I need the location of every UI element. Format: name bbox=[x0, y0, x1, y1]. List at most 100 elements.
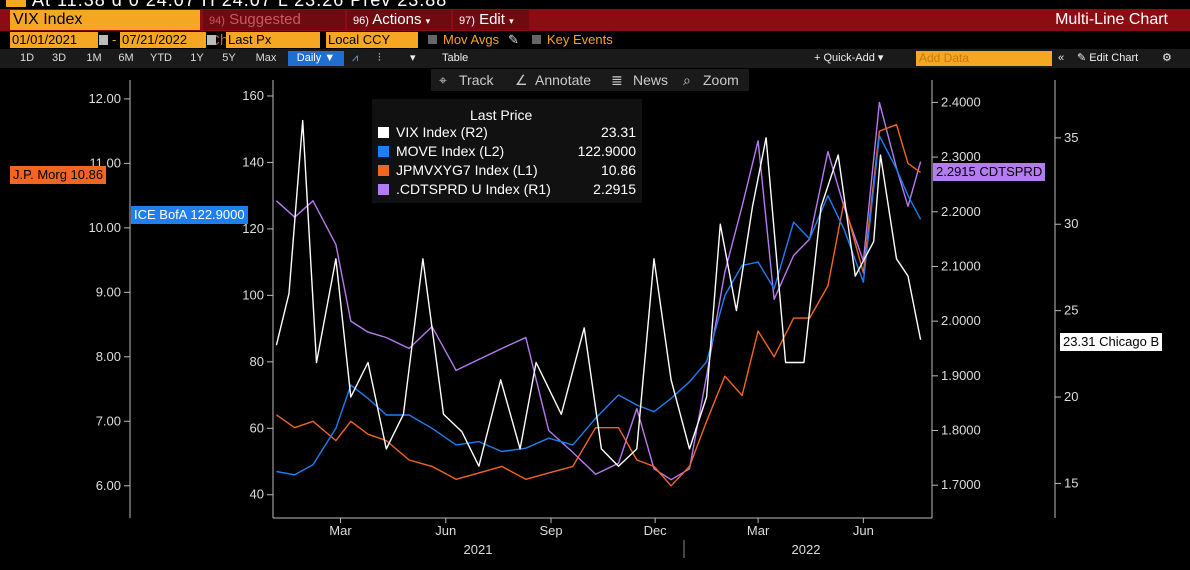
edit-menu-number: 97) bbox=[459, 15, 475, 27]
axis-tick-label: 2.1000 bbox=[941, 258, 981, 273]
cdtsprd-last-value-label: 2.2915 CDTSPRD bbox=[933, 163, 1046, 181]
legend-entry-move[interactable]: MOVE Index (L2) 122.9000 bbox=[378, 142, 640, 160]
zoom-icon[interactable]: ⌕ bbox=[683, 72, 691, 88]
move-last-value-label: ICE BofA 122.9000 bbox=[131, 206, 248, 224]
legend-entry-cdtsprd[interactable]: .CDTSPRD U Index (R1) 2.2915 bbox=[378, 180, 640, 198]
series-line-move-index bbox=[276, 135, 922, 476]
jpm-last-value-label: J.P. Morg 10.86 bbox=[10, 166, 107, 184]
gear-icon[interactable]: ⚙ bbox=[1162, 52, 1172, 64]
axis-tick-label: 1.7000 bbox=[941, 477, 981, 492]
period-1m-button[interactable]: 1M bbox=[86, 52, 102, 64]
end-date-field[interactable]: 07/21/2022 bbox=[120, 32, 206, 48]
legend-name: JPMVXYG7 Index (L1) bbox=[396, 162, 538, 178]
axis-tick-label: 1.8000 bbox=[941, 423, 981, 438]
x-tick-label: Mar bbox=[747, 523, 770, 538]
actions-menu[interactable]: 96) Actions ▾ bbox=[347, 10, 451, 30]
period-bar: 1D 3D 1M 6M YTD 1Y 5Y Max Daily ▼ ⩘ ⫶ ▾ … bbox=[0, 49, 1190, 68]
axis-tick-label: 100 bbox=[242, 287, 264, 302]
period-ytd-button[interactable]: YTD bbox=[150, 52, 172, 64]
quick-add-button[interactable]: + Quick-Add ▾ bbox=[814, 52, 884, 64]
axis-tick-label: 2.0000 bbox=[941, 313, 981, 328]
chevron-down-icon[interactable]: ▾ bbox=[410, 52, 416, 64]
add-data-input[interactable]: Add Data bbox=[916, 51, 1052, 66]
axis-tick-label: 6.00 bbox=[96, 478, 121, 493]
edit-menu-label: Edit bbox=[479, 11, 505, 28]
period-6m-button[interactable]: 6M bbox=[118, 52, 134, 64]
period-1d-button[interactable]: 1D bbox=[19, 52, 35, 64]
legend-swatch bbox=[378, 165, 389, 176]
legend-value: 2.2915 bbox=[593, 181, 636, 197]
legend-name: .CDTSPRD U Index (R1) bbox=[396, 181, 551, 197]
axis-tick-label: 2.2000 bbox=[941, 204, 981, 219]
x-tick-label: Mar bbox=[329, 523, 352, 538]
ticker-strip: At 11:38 d 0 24.07 H 24.07 L 23.26 Prev … bbox=[0, 0, 1190, 9]
annotate-button[interactable]: Annotate bbox=[535, 72, 592, 88]
axis-tick-label: 35 bbox=[1064, 130, 1078, 145]
axis-tick-label: 2.3000 bbox=[941, 149, 981, 164]
edit-chart-label: Edit Chart bbox=[1089, 52, 1139, 64]
calendar-icon[interactable] bbox=[207, 35, 216, 45]
x-tick-label: Sep bbox=[539, 523, 562, 538]
period-1y-button[interactable]: 1Y bbox=[190, 52, 204, 64]
edit-menu[interactable]: 97) Edit ▾ bbox=[453, 10, 529, 30]
pencil-icon[interactable]: ✎ bbox=[508, 32, 519, 47]
legend-value: 122.9000 bbox=[577, 143, 636, 159]
zoom-button[interactable]: Zoom bbox=[703, 72, 739, 88]
actions-menu-label: Actions bbox=[372, 11, 422, 28]
mov-avgs-label: Mov Avgs bbox=[443, 32, 500, 47]
news-icon[interactable]: ≣ bbox=[611, 72, 623, 88]
key-events-label: Key Events bbox=[547, 32, 613, 47]
legend-title: Last Price bbox=[470, 107, 533, 123]
calendar-icon[interactable] bbox=[99, 35, 108, 45]
axis-tick-label: 120 bbox=[242, 221, 264, 236]
legend-swatch bbox=[378, 146, 389, 157]
period-5y-button[interactable]: 5Y bbox=[222, 52, 236, 64]
candle-chart-icon[interactable]: ⫶ bbox=[378, 52, 381, 64]
axis-tick-label: 10.00 bbox=[88, 220, 121, 235]
line-chart-icon[interactable]: ⩘ bbox=[352, 52, 359, 64]
axis-tick-label: 9.00 bbox=[96, 284, 121, 299]
collapse-icon[interactable]: « bbox=[1058, 52, 1065, 64]
axis-tick-label: 40 bbox=[250, 487, 264, 502]
axis-tick-label: 8.00 bbox=[96, 349, 121, 364]
frequency-select[interactable]: Daily ▼ bbox=[288, 51, 344, 66]
annotate-icon[interactable]: ∠ bbox=[515, 72, 528, 88]
legend-entry-vix[interactable]: VIX Index (R2) 23.31 bbox=[378, 123, 640, 141]
vix-last-value-label: 23.31 Chicago B bbox=[1060, 333, 1163, 351]
table-button[interactable]: Table bbox=[442, 52, 469, 64]
legend-swatch bbox=[378, 184, 389, 195]
key-events-checkbox[interactable] bbox=[532, 35, 541, 44]
period-max-button[interactable]: Max bbox=[255, 52, 277, 64]
axis-tick-label: 60 bbox=[250, 420, 264, 435]
legend-value: 10.86 bbox=[600, 162, 636, 178]
axis-tick-label: 12.00 bbox=[88, 91, 121, 106]
axis-tick-label: 20 bbox=[1064, 389, 1078, 404]
axis-tick-label: 2.4000 bbox=[941, 94, 981, 109]
price-field-select[interactable]: Last Px bbox=[226, 32, 320, 48]
news-button[interactable]: News bbox=[633, 72, 669, 88]
chart-title: Multi-Line Chart bbox=[1055, 11, 1168, 28]
start-date-field[interactable]: 01/01/2021 bbox=[10, 32, 98, 48]
bloomberg-logo-icon bbox=[6, 0, 26, 7]
chart-legend: Last Price VIX Index (R2) 23.31 MOVE Ind… bbox=[372, 99, 642, 203]
date-separator: - bbox=[112, 32, 117, 47]
chevron-down-icon: ▾ bbox=[425, 16, 431, 26]
chart-toolbar: ⌖ Track ∠ Annotate ≣ News ⌕ Zoom bbox=[431, 69, 749, 91]
series-line-jpmvxyg7-index bbox=[275, 123, 922, 487]
track-button[interactable]: Track bbox=[459, 72, 494, 88]
axis-tick-label: 1.9000 bbox=[941, 368, 981, 383]
axis-tick-label: 30 bbox=[1064, 216, 1078, 231]
axis-tick-label: 25 bbox=[1064, 303, 1078, 318]
crosshair-icon[interactable]: ⌖ bbox=[439, 72, 447, 88]
mov-avgs-checkbox[interactable] bbox=[428, 35, 437, 44]
currency-select[interactable]: Local CCY bbox=[326, 32, 418, 48]
axis-tick-label: 7.00 bbox=[96, 413, 121, 428]
x-tick-label: Dec bbox=[644, 523, 668, 538]
x-tick-label: Jun bbox=[853, 523, 874, 538]
period-3d-button[interactable]: 3D bbox=[51, 52, 67, 64]
security-input[interactable]: VIX Index bbox=[10, 10, 200, 30]
edit-chart-button[interactable]: ✎ Edit Chart bbox=[1077, 51, 1138, 66]
suggested-menu-number: 94) bbox=[209, 15, 225, 27]
legend-entry-jpm[interactable]: JPMVXYG7 Index (L1) 10.86 bbox=[378, 161, 640, 179]
